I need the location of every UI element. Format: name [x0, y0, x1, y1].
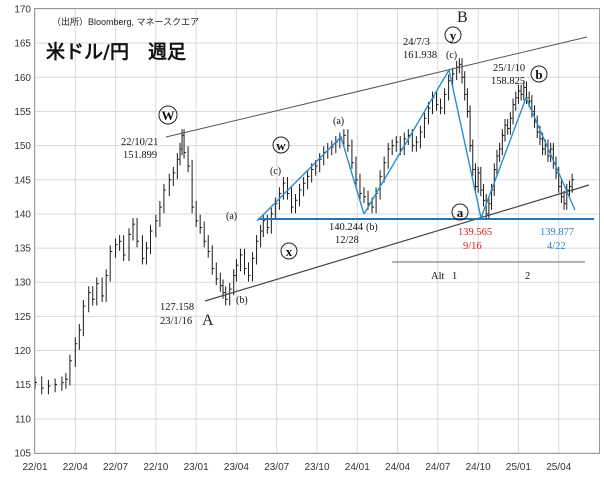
annot-2407-value: 161.938 [403, 50, 437, 61]
x-tick-label: 22/10 [143, 462, 168, 473]
x-tick-label: 25/01 [506, 462, 531, 473]
wave-label-x: x [280, 242, 298, 260]
label-a-1: (a) [226, 211, 237, 222]
x-tick-label: 24/01 [345, 462, 370, 473]
label-a-2: (a) [333, 116, 344, 127]
y-tick-label: 110 [15, 414, 31, 425]
alt-1-label: 1 [452, 271, 457, 282]
y-tick-label: 155 [14, 107, 31, 118]
y-tick-label: 105 [14, 449, 31, 460]
wave-y-text: y [450, 28, 457, 43]
x-tick-label: 23/10 [304, 462, 329, 473]
wave-label-b-circle: b [530, 65, 548, 83]
y-tick-label: 130 [14, 278, 31, 289]
annot-0916-value: 139.565 [458, 227, 492, 238]
annot-2210-value: 151.899 [123, 150, 157, 161]
channel-lower-line [204, 184, 590, 302]
wave-segment-1 [256, 135, 365, 222]
wave-a-text: a [457, 205, 464, 220]
y-tick-label: 145 [14, 175, 31, 186]
annot-0422-date: 4/22 [547, 241, 566, 252]
x-tick-label: 24/07 [425, 462, 450, 473]
label-b-2: (b) [366, 222, 378, 233]
annot-2301-date: 23/1/16 [160, 316, 192, 327]
annot-2312-value: 140.244 [329, 222, 364, 233]
annot-2312-date: 12/28 [335, 235, 359, 246]
source-label: （出所）Bloomberg, マネースクエア [52, 16, 199, 27]
x-tick-label: 23/01 [184, 462, 209, 473]
x-tick-label: 25/04 [546, 462, 571, 473]
wave-label-w: w [272, 136, 290, 154]
wave-label-y: y [444, 26, 462, 44]
annot-2301-value: 127.158 [160, 302, 194, 313]
annot-2210-date: 22/10/21 [121, 137, 158, 148]
y-tick-label: 160 [14, 73, 31, 84]
x-tick-label: 23/04 [224, 462, 249, 473]
channel-upper-line [165, 36, 588, 138]
alt-label: Alt [431, 271, 445, 282]
trend-lines [165, 36, 594, 302]
wave-lines [256, 68, 576, 222]
y-tick-label: 120 [14, 346, 31, 357]
y-tick-label: 140 [14, 209, 31, 220]
annot-2407-date: 24/7/3 [403, 37, 430, 48]
y-tick-label: 135 [14, 244, 31, 255]
wave-W-text: W [162, 108, 175, 123]
y-axis: 105 110 115 120 125 130 135 140 145 150 155 160 165 1… [14, 5, 31, 460]
y-tick-label: 115 [15, 380, 31, 391]
wave-segment-3 [480, 96, 576, 219]
wave-x-text: x [286, 244, 293, 259]
y-tick-label: 165 [14, 39, 31, 50]
wave-B-label: B [457, 9, 468, 26]
label-b-1: (b) [236, 295, 248, 306]
annot-2501-value: 158.825 [491, 76, 525, 87]
wave-label-a-circle: a [451, 203, 469, 221]
x-tick-label: 24/10 [466, 462, 491, 473]
x-tick-label: 22/07 [103, 462, 128, 473]
x-tick-label: 22/04 [63, 462, 88, 473]
x-tick-label: 23/07 [264, 462, 289, 473]
annot-0916-date: 9/16 [463, 241, 482, 252]
plot-border [34, 8, 600, 454]
annot-0422-value: 139.877 [540, 227, 574, 238]
y-tick-label: 125 [14, 312, 31, 323]
annot-2501-date: 25/1/10 [493, 63, 525, 74]
wave-segment-2 [363, 68, 482, 219]
wave-b-text: b [535, 67, 542, 82]
wave-w-text: w [276, 138, 286, 153]
alt-2-label: 2 [525, 271, 530, 282]
x-tick-label: 24/04 [385, 462, 410, 473]
x-tick-label: 22/01 [22, 462, 47, 473]
chart-title: 米ドル/円 週足 [46, 40, 187, 63]
label-c-2: (c) [446, 50, 457, 61]
x-axis: 22/01 22/04 22/07 22/10 23/01 23/04 23/07 23/10… [22, 462, 571, 473]
y-tick-label: 150 [14, 141, 31, 152]
label-c-1: (c) [270, 166, 281, 177]
wave-A-label: A [202, 312, 214, 329]
y-tick-label: 170 [14, 5, 31, 16]
wave-label-W: W [158, 105, 178, 125]
price-series [34, 58, 575, 395]
